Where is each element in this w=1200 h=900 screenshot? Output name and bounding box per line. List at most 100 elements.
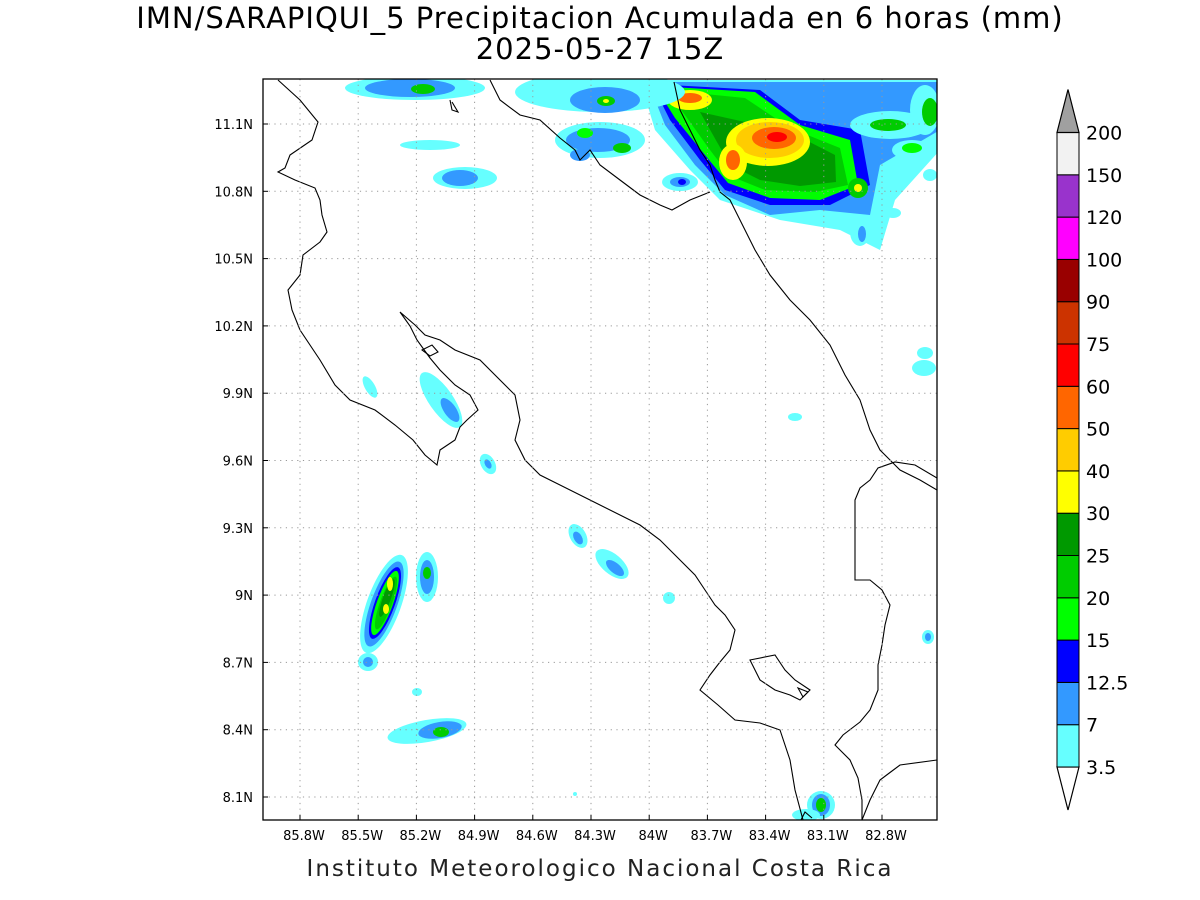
colorbar-level-label: 25 — [1086, 546, 1110, 568]
precip-area-3.5 — [400, 140, 460, 150]
latitude-axis: 11.1N 10.8N 10.5N 10.2N 9.9N 9.6N 9.3N 9N 8.7N 8.… — [214, 118, 253, 806]
colorbar-swatch — [1056, 639, 1080, 683]
precip-area-7 — [484, 459, 492, 469]
colorbar-lower-arrow — [1056, 766, 1080, 811]
lat-tick-label: 9.9N — [223, 387, 253, 402]
colorbar-legend: 3.5 7 12.5 15 20 25 30 40 50 60 75 90 100 120 150 200 — [1056, 89, 1128, 811]
lon-tick-label: 82.8W — [865, 829, 907, 844]
precip-area-20 — [870, 119, 906, 131]
colorbar-swatch — [1056, 258, 1080, 303]
colorbar-swatch — [1056, 597, 1080, 641]
lon-tick-label: 85.8W — [283, 829, 325, 844]
colorbar-level-label: 12.5 — [1086, 672, 1128, 694]
precip-area-7 — [363, 657, 373, 667]
precip-area-15 — [577, 128, 593, 138]
colorbar-swatch — [1056, 385, 1080, 430]
precip-area-7 — [605, 559, 625, 577]
lon-tick-label: 83.7W — [690, 829, 732, 844]
precip-area-3.5 — [885, 208, 901, 218]
precip-area-30 — [387, 577, 393, 591]
map-title: IMN/SARAPIQUI_5 Precipitacion Acumulada … — [136, 1, 1064, 35]
colorbar-level-label: 30 — [1086, 503, 1110, 525]
precip-area-3.5 — [362, 376, 378, 398]
colorbar-level-label: 40 — [1086, 461, 1110, 483]
precip-area-3.5 — [923, 169, 937, 181]
colorbar-swatch — [1056, 470, 1080, 514]
lat-tick-label: 9.6N — [223, 455, 253, 470]
lon-tick-label: 83.4W — [749, 829, 791, 844]
colorbar-level-label: 75 — [1086, 334, 1110, 356]
colorbar-level-label: 60 — [1086, 376, 1110, 398]
precip-area-30 — [383, 604, 389, 614]
colorbar-swatch — [1056, 174, 1080, 218]
precip-area-3.5 — [412, 688, 422, 696]
precip-area-20 — [816, 798, 826, 812]
precip-area-3.5 — [912, 360, 936, 376]
colorbar-swatch — [1056, 512, 1080, 557]
lat-tick-label: 9N — [235, 589, 253, 604]
precip-area-7 — [570, 149, 590, 161]
colorbar-level-label: 15 — [1086, 630, 1110, 652]
lat-tick-label: 10.5N — [214, 253, 253, 268]
lat-tick-label: 9.3N — [223, 522, 253, 537]
plot-frame — [262, 78, 938, 821]
precip-area-7 — [573, 531, 583, 545]
precip-area-50 — [678, 93, 702, 103]
precip-area-3.5 — [788, 413, 802, 421]
precip-area-20 — [433, 727, 449, 737]
colorbar-swatch — [1056, 555, 1080, 599]
colorbar-level-label: 7 — [1086, 715, 1098, 737]
colorbar-level-label: 150 — [1086, 165, 1122, 187]
lat-tick-label: 8.4N — [223, 724, 253, 739]
lon-tick-label: 84.9W — [458, 829, 500, 844]
precip-area-20 — [423, 567, 431, 579]
colorbar-level-label: 3.5 — [1086, 757, 1116, 779]
precip-area-3.5 — [917, 347, 933, 359]
colorbar-level-label: 100 — [1086, 249, 1122, 271]
colorbar-upper-arrow — [1056, 89, 1080, 134]
precip-area-20 — [922, 98, 937, 126]
colorbar-level-label: 120 — [1086, 207, 1122, 229]
colorbar-level-label: 200 — [1086, 123, 1122, 145]
colorbar-swatch — [1056, 428, 1080, 472]
precip-area-50 — [726, 150, 740, 170]
lat-tick-label: 10.8N — [214, 185, 253, 200]
lat-tick-label: 11.1N — [214, 118, 253, 133]
colorbar-swatch — [1056, 132, 1080, 176]
lon-tick-label: 85.2W — [399, 829, 441, 844]
colorbar-swatch — [1056, 724, 1080, 768]
precip-area-7 — [365, 79, 455, 97]
precip-area-20 — [613, 143, 631, 153]
precip-area-3.5 — [792, 809, 820, 820]
colorbar-level-label: 90 — [1086, 292, 1110, 314]
precip-area-7 — [858, 226, 866, 242]
lon-tick-label: 83.1W — [807, 829, 849, 844]
map-datetime: 2025-05-27 15Z — [475, 32, 725, 66]
colorbar-level-label: 50 — [1086, 419, 1110, 441]
precipitation-field — [345, 79, 937, 820]
precip-area-7 — [442, 170, 478, 186]
lon-tick-label: 84.3W — [574, 829, 616, 844]
precip-area-3.5 — [663, 592, 675, 604]
precip-area-3.5 — [573, 792, 577, 796]
lon-tick-label: 84.6W — [516, 829, 558, 844]
precip-area-20 — [411, 84, 435, 94]
coordinate-grid — [263, 79, 937, 820]
precip-area-30 — [603, 99, 609, 103]
precip-area-60 — [767, 132, 787, 142]
footer-credit: Instituto Meteorologico Nacional Costa R… — [306, 856, 894, 882]
precip-area-30 — [854, 184, 862, 192]
longitude-axis: 85.8W 85.5W 85.2W 84.9W 84.6W 84.3W 84W 83.7W 83… — [283, 829, 907, 844]
colorbar-swatch — [1056, 301, 1080, 345]
colorbar-level-label: 20 — [1086, 588, 1110, 610]
lat-tick-label: 8.1N — [223, 791, 253, 806]
coastlines — [276, 79, 937, 820]
precip-area-15 — [902, 143, 922, 153]
lon-tick-label: 85.5W — [341, 829, 383, 844]
colorbar-swatch — [1056, 681, 1080, 726]
colorbar-swatch — [1056, 216, 1080, 260]
precip-area-7 — [925, 633, 931, 641]
lat-tick-label: 10.2N — [214, 320, 253, 335]
precip-area-7 — [440, 398, 460, 422]
